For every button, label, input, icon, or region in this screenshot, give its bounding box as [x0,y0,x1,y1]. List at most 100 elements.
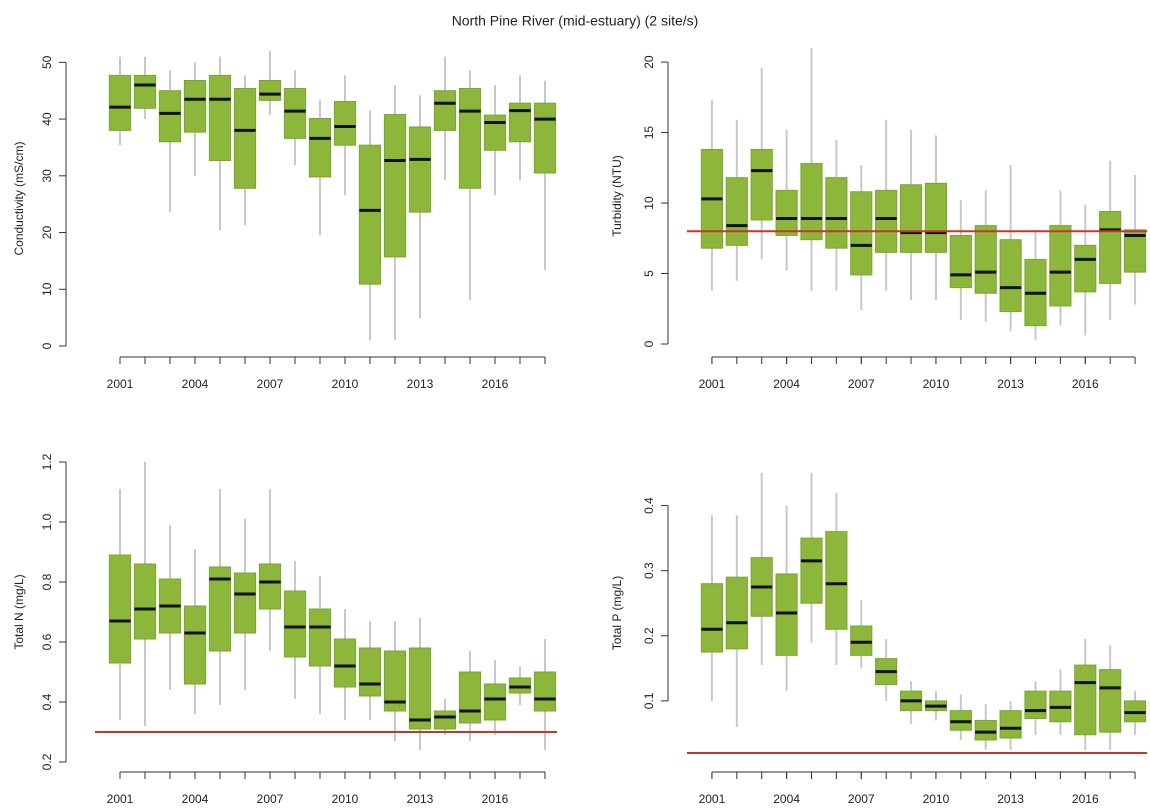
x-tick-label: 2001 [107,792,134,806]
y-tick-label: 20 [642,55,656,69]
y-tick-label: 0.4 [642,497,656,514]
box [1074,244,1097,293]
x-tick-label: 2004 [773,792,800,806]
x-tick-label: 2016 [482,792,509,806]
box [999,710,1022,739]
x-tick-label: 2016 [1072,377,1099,391]
box [183,605,207,685]
y-tick-label: 0.2 [642,627,656,644]
box [875,189,898,253]
x-tick-label: 2001 [699,792,726,806]
x-tick-label: 2004 [182,377,209,391]
box [333,100,357,146]
x-tick-label: 2016 [1072,792,1099,806]
box [233,87,257,189]
y-axis-label: Turbidity (NTU) [610,155,624,237]
y-tick-label: 0 [642,340,656,347]
x-tick-label: 2001 [107,377,134,391]
y-tick-label: 15 [642,126,656,140]
y-tick-label: 0.6 [40,633,54,650]
y-tick-label: 0.3 [642,562,656,579]
box [850,191,873,276]
box [483,683,507,721]
box [974,225,997,294]
x-tick-label: 2010 [923,377,950,391]
box [308,608,332,667]
x-tick-label: 2013 [997,377,1024,391]
box [283,590,307,658]
box [825,177,848,249]
y-tick-label: 0.1 [642,692,656,709]
box [1099,211,1122,284]
box [408,647,432,730]
box [233,572,257,634]
box [183,80,207,133]
box [158,90,182,143]
box [333,638,357,688]
box [383,650,407,712]
box [533,102,557,174]
box [1024,690,1047,719]
box [208,74,232,161]
y-tick-label: 30 [40,169,54,183]
box [800,537,823,604]
box [208,566,232,652]
box [258,563,282,610]
box [458,87,482,189]
box [700,583,724,653]
x-tick-label: 2004 [773,377,800,391]
box [725,576,748,650]
y-tick-label: 5 [642,270,656,277]
box [924,182,948,253]
x-tick-label: 2001 [699,377,726,391]
box [1123,229,1147,273]
box [1099,669,1122,733]
y-tick-label: 0.8 [40,573,54,590]
x-tick-label: 2013 [997,792,1024,806]
y-tick-label: 0.4 [40,693,54,710]
x-tick-label: 2004 [182,792,209,806]
x-tick-label: 2007 [257,792,284,806]
box [358,144,382,285]
y-tick-label: 0.2 [40,753,54,770]
x-tick-label: 2007 [848,377,875,391]
box [899,184,923,253]
box [383,114,407,258]
x-tick-label: 2013 [407,377,434,391]
box [283,87,307,139]
box [974,719,997,741]
box [358,647,382,697]
box [308,118,332,178]
y-tick-label: 1.2 [40,453,54,470]
box [825,531,848,630]
box [850,625,873,656]
box [1049,225,1072,307]
box [433,90,457,131]
y-tick-label: 1.0 [40,513,54,530]
box [508,102,532,143]
x-tick-label: 2013 [407,792,434,806]
box [458,671,482,724]
box [533,671,557,712]
box [483,114,507,151]
y-tick-label: 40 [40,112,54,126]
x-tick-label: 2010 [332,792,359,806]
box [775,189,798,236]
chart-title: North Pine River (mid-estuary) (2 site/s… [452,13,699,29]
box [800,163,823,241]
y-axis-label: Total N (mg/L) [12,574,26,649]
box [433,710,457,730]
y-tick-label: 20 [40,226,54,240]
x-tick-label: 2007 [848,792,875,806]
box [108,554,132,664]
box [750,148,773,221]
y-tick-label: 10 [40,282,54,296]
x-tick-label: 2016 [482,377,509,391]
y-tick-label: 0 [40,342,54,349]
box [133,74,157,109]
box [725,177,748,246]
box [108,74,132,131]
y-tick-label: 10 [642,196,656,210]
box [258,80,282,101]
